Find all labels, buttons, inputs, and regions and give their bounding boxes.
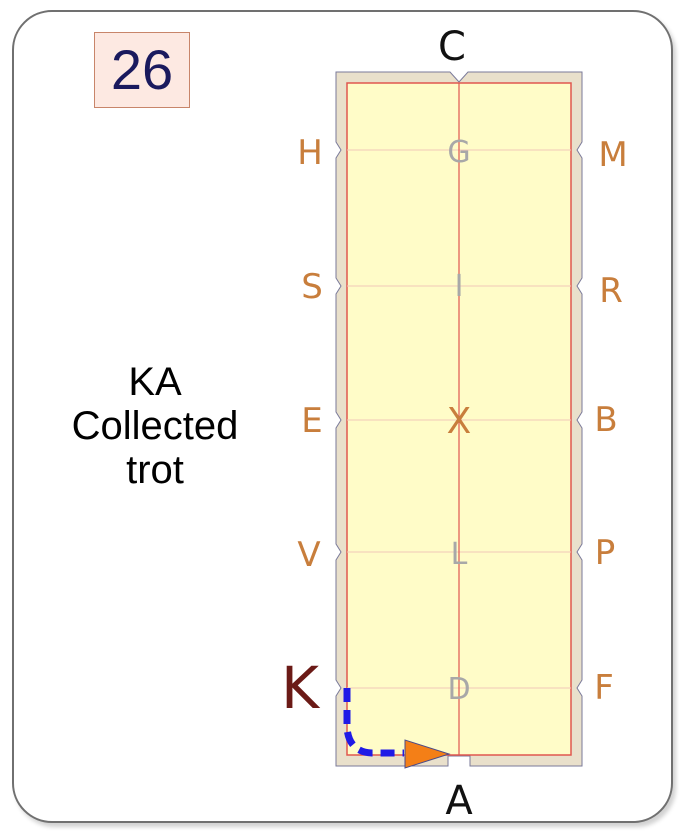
letter-g: G [447,135,470,170]
letter-s: S [301,267,323,307]
direction-arrow [404,739,451,769]
movement-number: 26 [94,32,190,108]
letter-e: E [301,401,322,441]
letter-p: P [595,533,616,573]
letter-l: L [451,537,468,572]
letter-x: X [447,401,472,442]
movement-letters: KA [128,360,182,404]
letter-c: C [438,24,466,70]
letter-b: B [594,400,617,440]
letter-i: I [455,269,464,304]
letter-v: V [297,535,320,575]
letter-h: H [297,133,323,173]
letter-f: F [594,668,614,708]
movement-path [343,688,404,757]
movement-description: KA Collected trot [40,360,270,492]
letter-m: M [598,135,627,175]
movement-gait: Collected trot [71,404,239,492]
letter-d: D [447,672,470,707]
letter-a: A [445,778,473,824]
letter-k: K [281,654,321,722]
letter-r: R [599,271,623,311]
